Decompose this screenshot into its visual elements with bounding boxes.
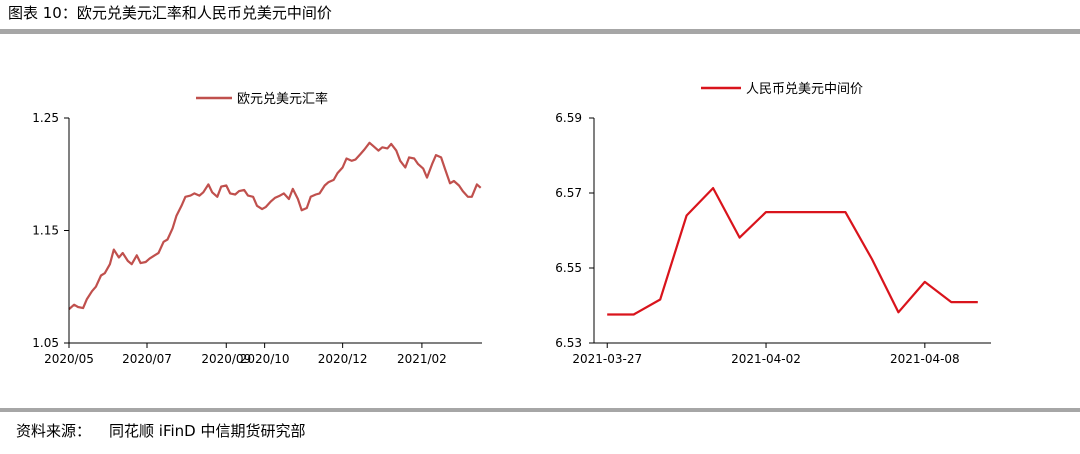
bottom-rule: [0, 408, 1080, 412]
cny-usd-chart: 6.59 6.57 6.55 6.53 2021-03-27 2021-04-02 2021…: [555, 82, 991, 366]
y-tick-label: 1.25: [32, 111, 59, 125]
y-tick-label: 1.05: [32, 336, 59, 350]
cny-usd-line: [607, 187, 978, 316]
x-tick-label: 2021-04-08: [890, 352, 960, 366]
x-tick-label: 2020/05: [44, 352, 94, 366]
x-tick-label: 2020/07: [122, 352, 172, 366]
eur-usd-line: [68, 141, 482, 311]
y-tick-label: 6.55: [555, 261, 582, 275]
top-rule: [0, 29, 1080, 34]
x-tick-label: 2020/12: [318, 352, 368, 366]
source-label: 资料来源：: [16, 422, 92, 440]
x-tick-label: 2021-04-02: [731, 352, 801, 366]
x-tick-label: 2020/09: [201, 352, 251, 366]
legend-label: 欧元兑美元汇率: [237, 91, 328, 107]
source-text: 同花顺 iFinD 中信期货研究部: [109, 422, 306, 440]
eur-usd-chart: 1.25 1.15 1.05 2020/05 2020/07 2020/092020/10…: [32, 91, 482, 366]
figure-title: 图表 10：欧元兑美元汇率和人民币兑美元中间价: [8, 4, 332, 22]
x-tick-label: 2021-03-27: [572, 352, 642, 366]
y-tick-label: 6.57: [555, 186, 582, 200]
source-note: 资料来源： 同花顺 iFinD 中信期货研究部: [16, 420, 305, 442]
x-tick-label: 2021/02: [397, 352, 447, 366]
y-tick-label: 6.53: [555, 336, 582, 350]
x-tick-label: 2020/10: [240, 352, 290, 366]
y-tick-label: 1.15: [32, 224, 59, 238]
legend-label: 人民币兑美元中间价: [746, 82, 863, 97]
y-tick-label: 6.59: [555, 111, 582, 125]
